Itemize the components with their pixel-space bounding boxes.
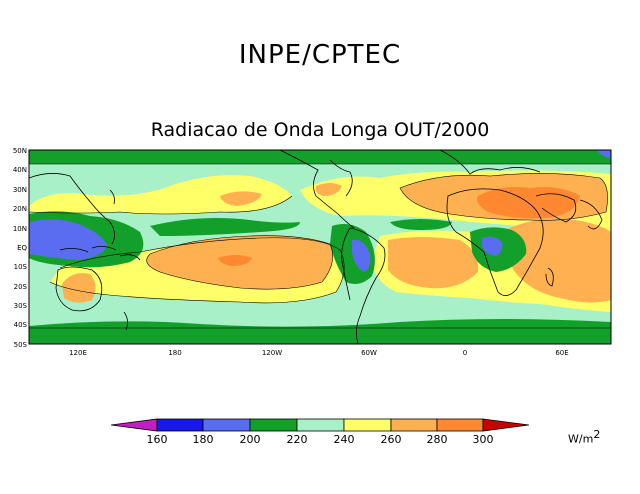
lat-label: EQ — [17, 244, 27, 252]
lon-label: 120W — [262, 349, 282, 357]
field-north-pacific-green — [260, 150, 340, 162]
colorbar-segment-200-220 — [249, 418, 298, 432]
lon-label: 60E — [555, 349, 568, 357]
field-south-band — [29, 328, 611, 344]
colorbar-tick: 280 — [427, 433, 448, 446]
lat-axis: 50N 40N 30N 20N 10N EQ 10S 20S 30S 40S 5… — [13, 147, 28, 349]
colorbar-segment-180-200 — [202, 418, 251, 432]
colorbar-tick: 220 — [287, 433, 308, 446]
field-warmpool-blue — [29, 219, 108, 260]
map-subtitle: Radiacao de Onda Longa OUT/2000 — [150, 119, 490, 141]
field-pole-blue — [596, 150, 611, 158]
colorbar-segment-260-280 — [390, 418, 438, 432]
colorbar-tick: 240 — [334, 433, 355, 446]
colorbar-tick: 180 — [193, 433, 214, 446]
lat-label: 50S — [14, 341, 28, 349]
colorbar-tick: 300 — [473, 433, 494, 446]
field-amazon-blue — [352, 239, 371, 272]
colorbar-segment-160-180 — [156, 418, 204, 432]
coast-madagascar — [545, 267, 554, 287]
coast-newzealand — [123, 311, 128, 331]
field-nh-yellow-1 — [29, 175, 292, 214]
coast-japan — [109, 189, 115, 205]
lat-label: 40S — [14, 321, 28, 329]
field-nam-orange — [315, 183, 342, 196]
lat-label: 40N — [13, 166, 27, 174]
main-title: INPE/CPTEC — [238, 40, 402, 70]
lat-label: 30S — [14, 302, 28, 310]
units-base: W/m — [568, 432, 594, 446]
colorbar-high-arrow — [482, 418, 530, 432]
colorbar-low-arrow — [110, 418, 158, 432]
lat-label: 10N — [13, 225, 27, 233]
lat-label: 10S — [14, 263, 28, 271]
coastlines — [29, 150, 603, 344]
lon-label: 0 — [463, 349, 467, 357]
coast-arabia — [535, 193, 577, 223]
colorbar — [110, 418, 530, 432]
field-atl-itcz-green — [390, 219, 452, 230]
colorbar-ticks: 160 180 200 220 240 260 280 300 — [147, 433, 494, 446]
coast-south-america — [341, 227, 386, 344]
colorbar-units: W/m2 — [568, 428, 600, 446]
olr-field — [29, 150, 611, 344]
coast-australia — [55, 266, 103, 312]
lat-label: 50N — [13, 147, 27, 155]
coast-asia — [29, 173, 115, 245]
lat-label: 20S — [14, 283, 28, 291]
lat-label: 20N — [13, 205, 27, 213]
lon-axis: 120E 180 120W 60W 0 60E — [69, 349, 569, 357]
colorbar-segment-240-260 — [343, 418, 392, 432]
coast-north-america — [279, 150, 355, 229]
lat-label: 30N — [13, 186, 27, 194]
field-sh-orange-atlantic — [388, 237, 479, 289]
lon-label: 120E — [69, 349, 87, 357]
field-itcz-pacific-green — [150, 218, 300, 236]
field-pacific-max — [218, 255, 252, 266]
coast-africa — [446, 188, 544, 296]
colorbar-tick: 200 — [240, 433, 261, 446]
lon-label: 60W — [361, 349, 377, 357]
coast-indonesia — [59, 246, 141, 261]
field-africa-blue — [482, 236, 503, 256]
field-africa-orange — [503, 218, 611, 303]
colorbar-tick: 160 — [147, 433, 168, 446]
field-south-band-edge — [29, 319, 611, 330]
field-npac-orange — [220, 191, 262, 206]
map-frame — [28, 149, 612, 345]
coast-india — [579, 199, 603, 230]
colorbar-tick: 260 — [381, 433, 402, 446]
colorbar-segment-280-300 — [436, 418, 484, 432]
colorbar-segment-220-240 — [296, 418, 345, 432]
units-exponent: 2 — [593, 428, 601, 441]
coast-europe — [439, 150, 541, 175]
field-australia-orange — [62, 273, 96, 303]
lon-label: 180 — [168, 349, 181, 357]
